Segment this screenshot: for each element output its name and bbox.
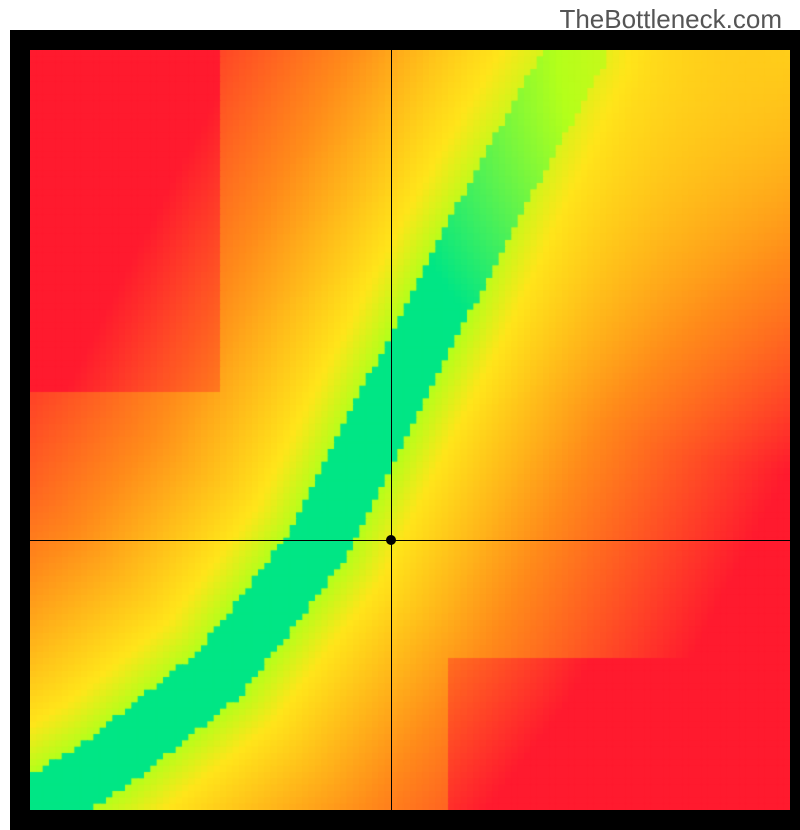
chart-container: TheBottleneck.com bbox=[0, 0, 800, 800]
crosshair-vertical bbox=[391, 50, 392, 810]
watermark-text: TheBottleneck.com bbox=[559, 4, 782, 35]
plot-border bbox=[10, 30, 800, 830]
target-marker bbox=[386, 535, 396, 545]
crosshair-horizontal bbox=[30, 540, 790, 541]
